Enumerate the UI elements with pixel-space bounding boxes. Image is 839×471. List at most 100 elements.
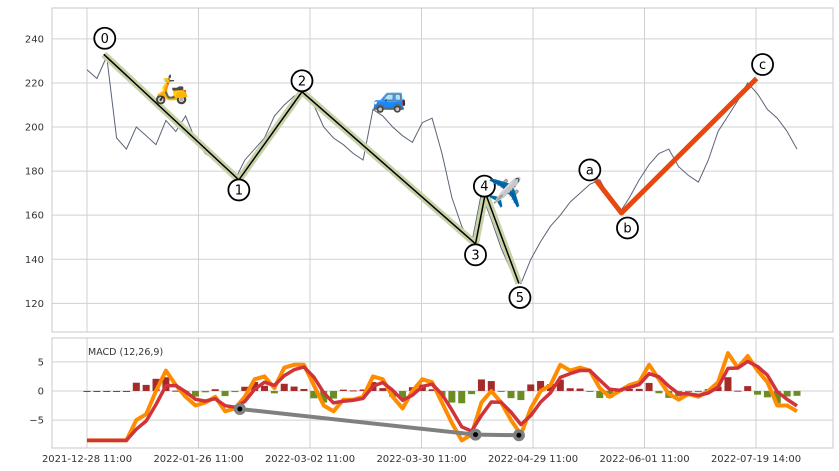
wave-label-circle <box>616 216 639 240</box>
signal-line <box>87 359 798 443</box>
histogram-bar <box>241 386 249 391</box>
histogram-bar <box>655 390 663 394</box>
wave-label-5: 5 <box>508 286 532 309</box>
scooter-icon: 🛵 <box>154 72 189 105</box>
wave-label-a: a <box>578 158 602 182</box>
wave-label-2: 2 <box>290 69 314 93</box>
x-tick-label: 2021-12-28 11:00 <box>42 454 132 465</box>
histogram-bar <box>251 381 259 391</box>
histogram-bar <box>379 388 387 391</box>
histogram-bar <box>122 390 130 392</box>
histogram-bar <box>152 378 160 391</box>
wave-label-text: 2 <box>298 74 306 89</box>
x-tick-label: 2022-01-26 11:00 <box>153 454 243 465</box>
histogram-bar <box>231 390 239 393</box>
histogram-bar <box>556 379 564 391</box>
wave-label-circle <box>93 26 117 50</box>
x-tick-label: 2022-03-30 11:00 <box>376 454 466 465</box>
y-tick-label: 200 <box>25 123 44 134</box>
histogram-bar <box>635 388 643 391</box>
histogram-bar <box>359 389 367 391</box>
histogram-bar <box>83 390 91 392</box>
histogram-bar <box>330 390 338 399</box>
histogram-bar <box>734 390 742 392</box>
y-tick-label: −5 <box>29 416 44 427</box>
car-icon: 🚙 <box>372 81 407 114</box>
histogram-bar <box>694 390 702 393</box>
histogram-bar <box>211 389 219 391</box>
wave-label-circle <box>227 178 251 202</box>
histogram-bar <box>586 390 594 392</box>
histogram-bar <box>793 390 801 396</box>
wave-label-circle <box>578 158 602 182</box>
histogram-bar <box>537 380 545 391</box>
price-line <box>86 54 798 285</box>
wave-label-text: 3 <box>471 248 479 263</box>
histogram-bar <box>724 377 732 391</box>
wave-label-c: c <box>751 53 774 76</box>
histogram-bar <box>685 390 693 392</box>
histogram-bar <box>744 386 752 391</box>
impulse-wave-line <box>103 53 520 284</box>
wave-label-0: 0 <box>93 26 117 50</box>
histogram-bar <box>103 390 111 392</box>
histogram-bar <box>596 390 604 399</box>
histogram-bar <box>201 390 209 393</box>
wave-label-1: 1 <box>227 178 251 202</box>
y-tick-label: 160 <box>25 211 44 222</box>
histogram-bar <box>783 390 791 397</box>
histogram-bar <box>527 384 535 391</box>
wave-label-text: 1 <box>235 183 243 198</box>
y-tick-label: 0 <box>38 386 44 397</box>
histogram-bar <box>93 390 101 392</box>
airplane-icon: ✈️ <box>488 175 523 209</box>
histogram-bar <box>773 390 781 404</box>
histogram-bar <box>763 390 771 398</box>
divergence-point-center <box>516 432 522 438</box>
histogram-bar <box>448 390 456 403</box>
histogram-bar <box>625 388 633 391</box>
price-plot-area <box>52 8 833 332</box>
price-panel: 120 140 160 180 200 220 240 0 1 2 3 4 5 a b c 🛵 🚙 ✈️ <box>25 7 834 333</box>
histogram-bar <box>546 384 554 391</box>
histogram-bar <box>477 379 485 391</box>
wave-label-circle <box>751 53 774 76</box>
histogram-bar <box>142 384 150 391</box>
wave-label-text: b <box>623 221 631 236</box>
wave-label-3: 3 <box>464 243 487 267</box>
histogram-bar <box>191 390 199 397</box>
y-tick-label: 140 <box>25 255 44 266</box>
histogram-bar <box>300 388 308 391</box>
histogram-bar <box>497 390 505 392</box>
macd-title: MACD (12,26,9) <box>88 347 163 358</box>
x-axis: 2021-12-28 11:00 2022-01-26 11:00 2022-03-… <box>42 454 801 465</box>
x-tick-label: 2022-07-19 14:00 <box>711 454 801 465</box>
macd-panel: 5 0 −5 MACD (12,26,9) <box>29 337 834 449</box>
histogram-bar <box>566 388 574 391</box>
wave-label-text: a <box>586 163 594 178</box>
histogram-bar <box>576 388 584 391</box>
wave-label-b: b <box>616 216 639 240</box>
histogram-bar <box>517 390 525 401</box>
histogram-bar <box>349 390 357 392</box>
y-tick-label: 220 <box>25 78 44 89</box>
divergence-point-center <box>237 406 243 412</box>
wave-label-circle <box>508 286 532 309</box>
histogram-bar <box>172 390 180 392</box>
wave-label-circle <box>464 243 487 267</box>
wave-label-text: 0 <box>101 32 109 47</box>
histogram-bar <box>399 390 407 399</box>
histogram-bar <box>132 382 140 391</box>
histogram-bar <box>221 390 229 397</box>
x-tick-label: 2022-06-01 11:00 <box>599 454 689 465</box>
histogram-bar <box>310 390 318 399</box>
histogram-bar <box>339 389 347 391</box>
histogram-bar <box>428 389 436 391</box>
macd-frame <box>51 337 834 449</box>
wave-label-circle <box>472 174 496 198</box>
histogram-bar <box>261 385 268 391</box>
histogram-bar <box>468 390 476 395</box>
y-tick-label: 120 <box>25 299 44 310</box>
price-frame <box>51 7 834 333</box>
